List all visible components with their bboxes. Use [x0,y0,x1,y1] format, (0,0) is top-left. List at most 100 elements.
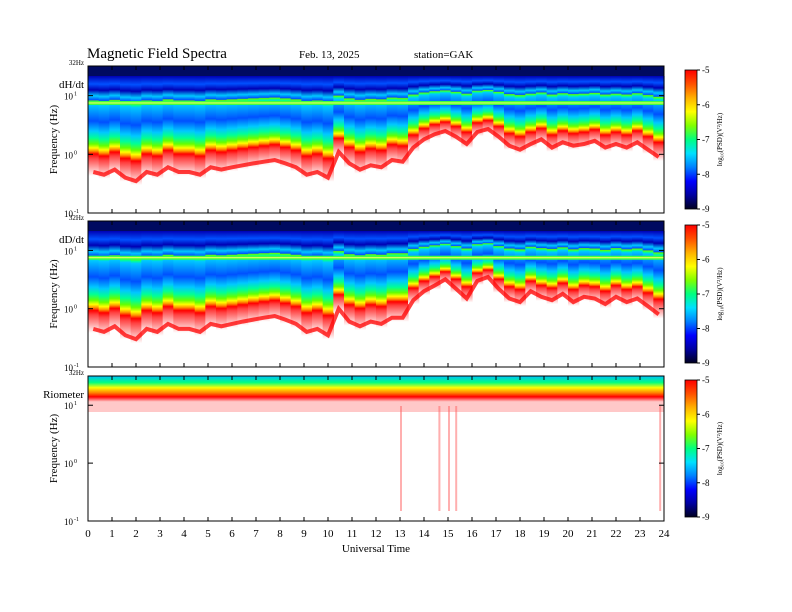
spectral-column [98,76,110,179]
spectral-column [610,76,622,148]
y-axis-label: Frequency (Hz) [48,259,60,329]
colorbar-tick-label: -5 [702,65,710,75]
colorbar-tick-label: -7 [702,444,710,454]
spectral-column [536,76,548,144]
spectral-column [88,231,100,333]
panel-label: Riometer [43,389,84,401]
spectral-column [418,76,430,144]
spectral-column [88,76,100,176]
spectral-column [440,76,452,135]
panel-label: dH/dt [59,79,84,91]
spectral-column [152,76,164,179]
spectral-column [98,231,110,336]
y-tick-label: 10 [64,209,74,219]
y-tick-label: 10 [64,517,74,527]
colorbar-tick-label: -5 [702,220,710,230]
spectral-column [493,76,505,141]
spectral-column [152,231,164,336]
x-tick-label: 10 [323,528,335,540]
spectral-column [290,76,302,172]
spectral-column [536,231,548,301]
x-tick-label: 15 [443,528,455,540]
spectral-column [226,231,238,328]
spectral-column [504,76,516,150]
power-edge-line [92,126,660,184]
x-tick-label: 24 [659,528,671,540]
date-label: Feb. 13, 2025 [299,49,360,61]
x-tick-label: 0 [85,528,91,540]
spectral-column [621,76,633,152]
x-tick-label: 9 [301,528,307,540]
x-tick-label: 2 [133,528,139,540]
y-tick-exponent: 0 [74,459,77,465]
spectral-column [589,231,601,303]
top-frequency-label: 32Hz [69,59,84,67]
spectral-column [589,76,601,145]
colorbar-tick-label: -9 [702,358,710,368]
x-tick-label: 8 [277,528,283,540]
figure-title: Magnetic Field Spectra [87,46,227,62]
colorbar-tick-label: -7 [702,289,710,299]
spectral-column [184,76,196,176]
spectral-column [120,76,132,182]
spectral-column [450,231,462,293]
x-axis: 0 1 2 3 4 5 6 7 8 9 10 11 12 13 14 15 16 17 18 19 20 21 22 23 24… [85,528,670,555]
colorbar-label: log₁₀(PSD)(V²/Hz) [716,112,724,166]
spectral-column [557,76,569,147]
y-tick-exponent: 0 [74,150,77,156]
spectral-column [312,231,324,333]
x-tick-label: 21 [587,528,598,540]
spectral-column [461,76,473,148]
spectral-column [418,231,430,296]
colorbar-tick-label: -9 [702,512,710,522]
nyquist-band [88,66,664,76]
spectral-column [130,231,142,344]
spectral-column [504,231,516,303]
colorbar-label: log₁₀(PSD)(V²/Hz) [716,421,724,475]
spectral-column [653,231,665,319]
x-axis-label: Universal Time [342,543,410,555]
panel-label: dD/dt [59,234,84,246]
spectral-column [642,231,654,311]
y-tick-label: 10 [64,305,74,315]
riometer-streak [455,406,458,511]
y-tick-label: 10 [64,459,74,469]
spectral-column [109,76,121,174]
spectral-column [237,231,249,326]
spectral-column [162,231,174,328]
top-frequency-label: 32Hz [69,214,84,222]
spectral-column [653,76,665,162]
riometer-band [88,376,664,402]
spectral-column [333,231,345,313]
x-tick-label: 13 [395,528,407,540]
x-tick-label: 23 [635,528,647,540]
spectral-column [205,76,217,172]
spectral-column [600,76,612,152]
spectral-column [258,231,270,322]
y-tick-exponent: -1 [74,363,79,369]
spectral-column [408,76,420,152]
x-tick-label: 3 [157,528,163,540]
spectral-column [173,76,185,176]
top-frequency-label: 32Hz [69,369,84,377]
y-tick-label: 10 [64,92,74,102]
x-tick-label: 4 [181,528,187,540]
spectral-column [184,231,196,333]
spectral-column [450,76,462,141]
spectral-column [216,76,228,174]
y-axis-label: Frequency (Hz) [48,414,60,484]
y-tick-label: 10 [64,363,74,373]
spectral-column [258,76,270,166]
spectral-column [386,76,398,165]
spectral-column [642,76,654,154]
spectral-column [514,231,526,307]
nyquist-band [88,221,664,231]
colorbar-tick-label: -7 [702,135,710,145]
spectral-column [162,76,174,172]
spectral-column [546,76,558,152]
spectral-column [248,76,260,168]
y-tick-exponent: -1 [74,209,79,215]
